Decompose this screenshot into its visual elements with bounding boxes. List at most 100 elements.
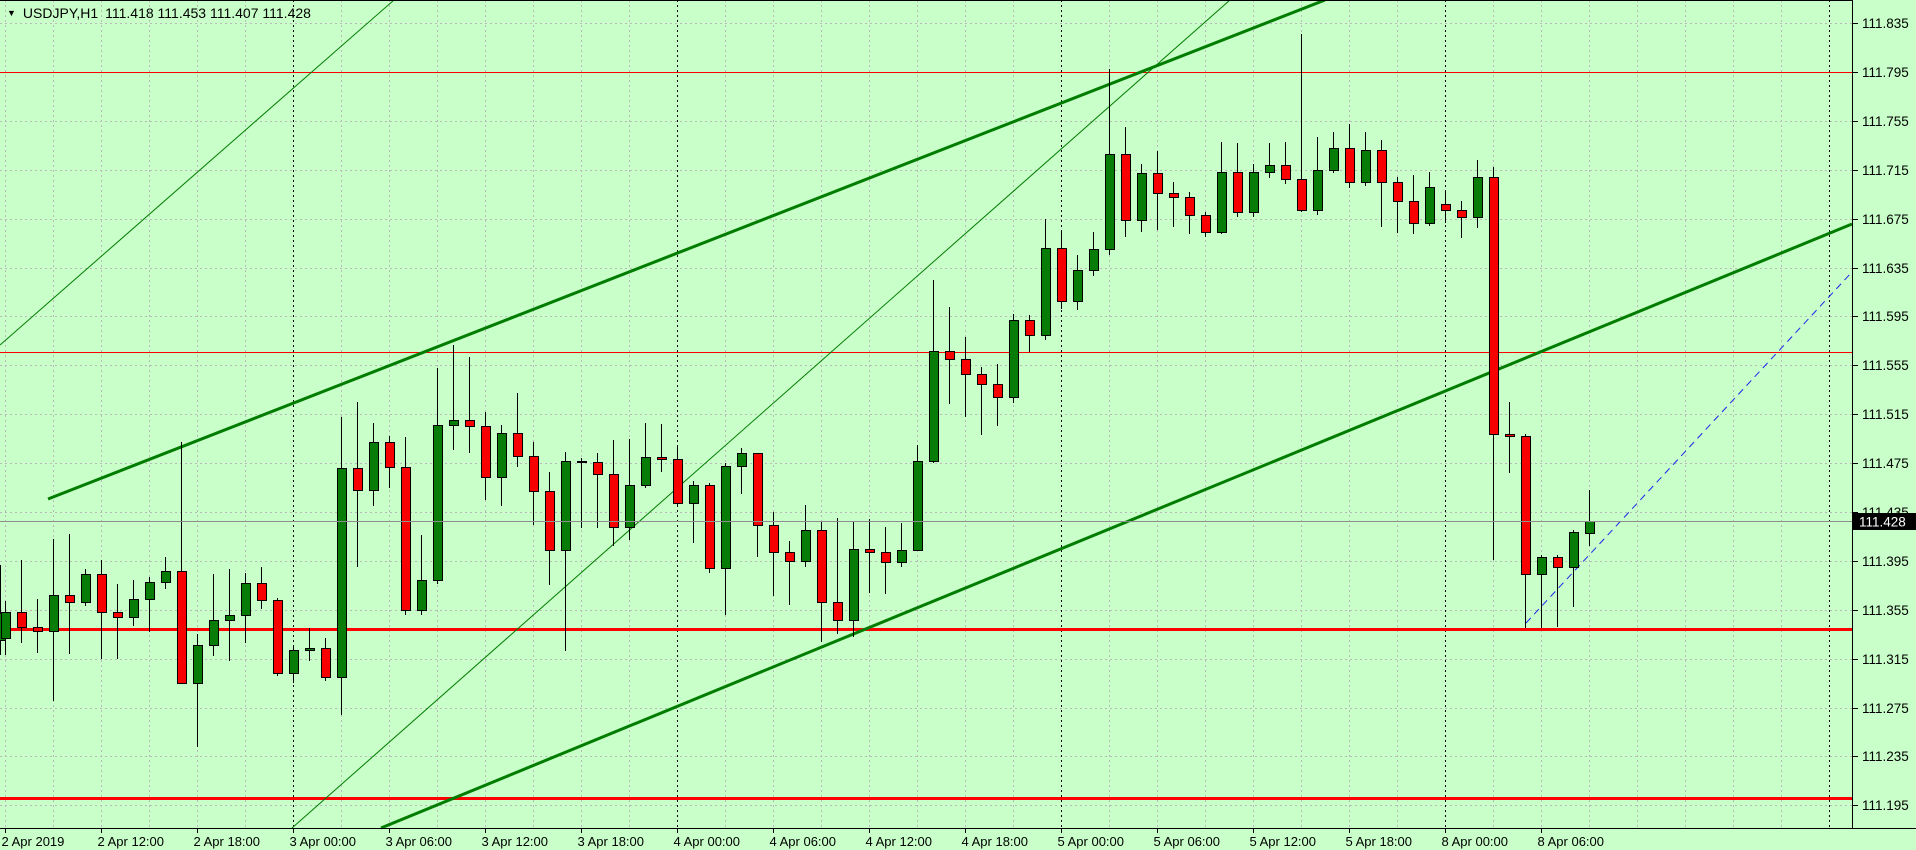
price-axis-label: 111.235 <box>1862 749 1909 764</box>
candle-body-bull <box>241 583 251 616</box>
candle <box>1057 230 1067 309</box>
trendline-upper-channel-thick[interactable] <box>47 0 1326 501</box>
candle-body-bear <box>65 595 75 603</box>
trendline-thin-trend-mid[interactable] <box>291 0 1231 829</box>
candle <box>33 599 43 653</box>
candle <box>529 442 539 525</box>
candle-body-bear <box>1505 434 1515 437</box>
candle <box>737 448 747 494</box>
candle <box>1425 172 1435 226</box>
candle <box>49 539 59 701</box>
candle-body-bull <box>417 580 427 611</box>
trendline-lower-channel-thick[interactable] <box>380 222 1853 830</box>
candle-body-bear <box>1393 182 1403 202</box>
candle-body-bear <box>881 552 891 563</box>
candle-body-bull <box>449 420 459 426</box>
candle <box>1281 142 1291 184</box>
candle <box>865 519 875 593</box>
time-axis-label: 3 Apr 18:00 <box>578 834 645 849</box>
candle <box>689 481 699 543</box>
candle-body-bear <box>785 552 795 562</box>
candle-body-bear <box>1521 436 1531 575</box>
trendline-blue-dashed-trend[interactable] <box>1525 271 1853 624</box>
candle <box>433 368 443 584</box>
candle <box>1249 164 1259 217</box>
candle <box>1297 34 1307 212</box>
candle <box>305 628 315 661</box>
candle <box>1457 201 1467 238</box>
candle <box>81 569 91 606</box>
candle <box>721 463 731 615</box>
candle <box>321 638 331 681</box>
candle <box>1345 124 1355 188</box>
candle <box>209 574 219 656</box>
current-price-tag-text: 111.428 <box>1859 515 1906 530</box>
price-axis-label: 111.315 <box>1862 652 1909 667</box>
candle-body-bear <box>273 600 283 674</box>
candle <box>1569 530 1579 607</box>
candle-body-bull <box>81 574 91 603</box>
candle <box>113 584 123 659</box>
candle-body-bear <box>385 442 395 468</box>
time-axis-label: 8 Apr 06:00 <box>1538 834 1605 849</box>
current-price-tag: 111.428 <box>1853 513 1916 530</box>
candle <box>65 534 75 654</box>
candle-body-bull <box>497 433 507 478</box>
candle <box>561 452 571 651</box>
candle-body-bear <box>481 426 491 478</box>
candle <box>1361 132 1371 186</box>
candle <box>1409 175 1419 234</box>
candle-body-bull <box>625 485 635 528</box>
candle <box>129 580 139 626</box>
candle <box>945 307 955 404</box>
time-axis-label: 2 Apr 18:00 <box>194 834 261 849</box>
candle <box>449 345 459 450</box>
candle <box>385 436 395 488</box>
candle-body-bear <box>753 453 763 526</box>
candle-body-bull <box>1585 521 1595 534</box>
candle-body-bear <box>177 571 187 684</box>
candle-body-bull <box>1217 172 1227 233</box>
chart-title: ▼ USDJPY,H1 111.418 111.453 111.407 111.… <box>7 5 311 21</box>
candle-body-bear <box>657 457 667 460</box>
candle-body-bull <box>1041 248 1051 336</box>
candle-body-bear <box>1409 201 1419 224</box>
candle-body-bull <box>737 453 747 467</box>
candle-body-bull <box>1105 154 1115 250</box>
symbol-dropdown-icon[interactable]: ▼ <box>7 7 16 18</box>
candle <box>1489 167 1499 560</box>
price-axis-label: 111.755 <box>1862 114 1909 129</box>
price-axis-label: 111.595 <box>1862 309 1909 324</box>
candle-body-bull <box>1537 557 1547 575</box>
candle-body-bear <box>961 359 971 375</box>
candle-body-bear <box>977 374 987 385</box>
candle <box>145 577 155 632</box>
candle-body-bull <box>561 461 571 551</box>
candle-body-bear <box>1057 248 1067 302</box>
price-axis-label: 111.555 <box>1862 358 1909 373</box>
price-axis-label: 111.835 <box>1862 16 1909 31</box>
candle <box>1441 192 1451 223</box>
candle <box>993 364 1003 426</box>
candle <box>849 521 859 637</box>
candle <box>785 541 795 605</box>
candle-body-bull <box>1329 148 1339 171</box>
trendline-thin-trend-left[interactable] <box>0 0 395 346</box>
ohlc-readout: 111.418 111.453 111.407 111.428 <box>105 5 311 21</box>
candle-body-bear <box>945 351 955 360</box>
candle <box>481 412 491 500</box>
candle-body-bear <box>321 648 331 678</box>
candle-body-bear <box>609 474 619 528</box>
candle-body-bull <box>913 461 923 551</box>
candle <box>337 417 347 715</box>
time-axis-label: 4 Apr 12:00 <box>866 834 933 849</box>
price-axis-label: 111.275 <box>1862 701 1909 716</box>
candle-body-bear <box>513 433 523 457</box>
candle <box>289 646 299 683</box>
candle <box>1073 255 1083 310</box>
candle-body-bear <box>97 574 107 613</box>
candle <box>1 601 11 655</box>
candle-body-bull <box>641 457 651 486</box>
candle <box>417 535 427 615</box>
